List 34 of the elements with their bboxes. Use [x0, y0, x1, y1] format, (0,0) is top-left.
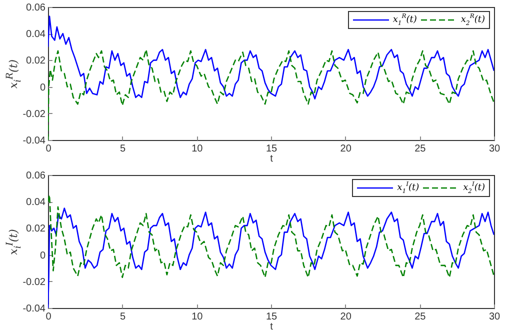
x-tick-label: 20	[340, 144, 352, 154]
line-series	[48, 208, 494, 308]
legend-label: x$_{2}$$^{R}$(t)	[460, 13, 485, 27]
y-tick-label: 0.04	[26, 197, 46, 208]
y-tick-label: 0	[40, 250, 46, 262]
y-tick-label: 0.02	[26, 56, 46, 67]
y-tick-label: -0.02	[22, 108, 46, 120]
x-tick-label: 10	[192, 312, 204, 322]
line-series	[48, 194, 494, 278]
y-tick-label: -0.04	[22, 304, 46, 314]
x-axis-title: t	[270, 322, 274, 332]
y-tick-label: -0.04	[22, 136, 46, 146]
legend-label: x$_{1}$$^{R}$(t)	[392, 13, 417, 27]
y-tick-label: 0.06	[26, 170, 46, 182]
y-tick-label: 0.04	[26, 29, 46, 40]
x-tick-label: 25	[414, 312, 426, 322]
line-series	[48, 48, 494, 140]
x-tick-label: 20	[340, 312, 352, 322]
x-axis-title: t	[270, 154, 274, 164]
y-tick-label: 0.06	[26, 2, 46, 14]
x-tick-label: 15	[266, 144, 278, 154]
y-tick-label: 0	[40, 82, 46, 94]
legend-label: x$_{2}$$^{I}$(t)	[463, 181, 485, 195]
line-series	[48, 16, 494, 100]
y-tick-label: -0.02	[22, 276, 46, 288]
x-tick-label: 5	[120, 312, 126, 322]
x-tick-label: 30	[488, 312, 500, 322]
y-tick-label: 0.02	[26, 224, 46, 235]
legend-label: x$_{1}$$^{I}$(t)	[397, 181, 420, 195]
x-tick-label: 10	[192, 144, 204, 154]
x-tick-label: 25	[414, 144, 426, 154]
x-tick-label: 30	[488, 144, 500, 154]
x-tick-label: 5	[120, 144, 126, 154]
x-tick-label: 15	[266, 312, 278, 322]
